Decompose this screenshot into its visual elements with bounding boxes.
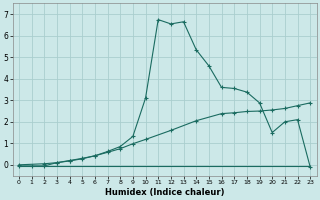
X-axis label: Humidex (Indice chaleur): Humidex (Indice chaleur) (105, 188, 224, 197)
